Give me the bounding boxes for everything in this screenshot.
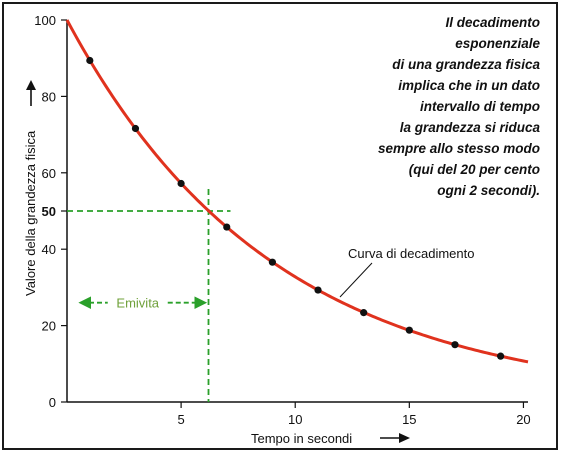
annotation-line: la grandezza si riduca — [400, 120, 541, 135]
y-axis-arrow — [26, 80, 36, 106]
y-tick-label: 100 — [34, 13, 56, 28]
annotation-line: (qui del 20 per cento — [409, 162, 540, 177]
data-point — [177, 179, 185, 188]
annotation-line: ogni 2 secondi). — [437, 183, 540, 198]
y-ticks: 0 20 40 50 60 80 100 — [34, 13, 67, 410]
x-tick-label: 5 — [177, 412, 184, 427]
data-point — [360, 309, 368, 317]
curve-label-pointer — [339, 262, 373, 298]
y-tick-label: 60 — [42, 166, 56, 181]
data-point — [451, 341, 459, 349]
y-tick-label: 40 — [42, 242, 56, 257]
annotation-line: sempre allo stesso modo — [378, 141, 540, 156]
data-markers — [86, 56, 505, 360]
x-axis-title: Tempo in secondi — [251, 431, 352, 446]
x-tick-label: 20 — [516, 412, 530, 427]
data-point — [405, 326, 413, 334]
annotation-line: esponenziale — [455, 36, 540, 51]
y-tick-label: 20 — [42, 319, 56, 334]
y-tick-label: 80 — [42, 89, 56, 104]
curve-label: Curva di decadimento — [348, 246, 474, 261]
x-axis-arrow — [380, 433, 410, 443]
x-tick-label: 10 — [288, 412, 302, 427]
data-point — [268, 258, 276, 266]
data-point — [86, 56, 94, 65]
decay-curve — [65, 19, 529, 364]
annotation-line: implica che in un dato — [398, 78, 540, 93]
x-tick-label: 15 — [402, 412, 416, 427]
data-point — [314, 286, 322, 294]
annotation-text: Il decadimento esponenziale di una grandez… — [378, 15, 541, 198]
x-ticks: 5 10 15 20 — [177, 402, 531, 427]
y-tick-label: 50 — [42, 204, 56, 219]
data-point — [223, 223, 231, 231]
y-axis-title: Valore della grandezza fisica — [23, 130, 38, 296]
data-point — [497, 352, 505, 360]
annotation-line: intervallo di tempo — [420, 99, 540, 114]
y-tick-label: 0 — [49, 395, 56, 410]
annotation-line: di una grandezza fisica — [392, 57, 540, 72]
half-life-label: Emivita — [116, 296, 159, 311]
data-point — [131, 124, 140, 133]
half-life-guides: Emivita — [67, 189, 231, 402]
chart-frame — [2, 2, 558, 450]
annotation-line: Il decadimento — [445, 15, 540, 30]
